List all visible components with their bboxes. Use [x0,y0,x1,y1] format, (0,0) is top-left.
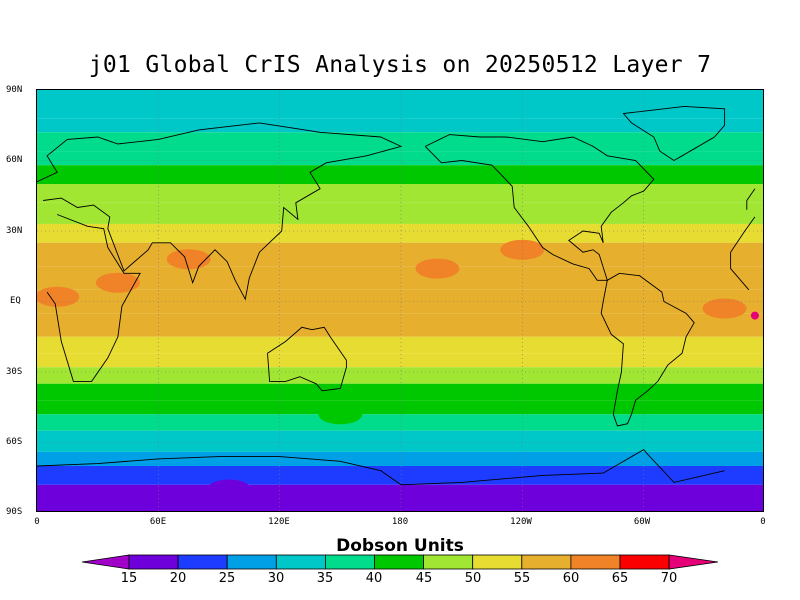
zonal-band [37,430,763,443]
lat-label-90s: 90S [6,507,23,517]
ozone-anomaly [166,249,211,270]
ozone-anomaly [95,272,140,293]
zonal-band [37,289,763,314]
africa-coastline [730,216,756,253]
zonal-band [37,266,763,290]
colorbar [81,554,719,570]
colorbar-tick-45: 45 [415,571,433,586]
colorbar-tick-60: 60 [562,571,580,586]
south-america-coastline [600,272,695,427]
colorbar-swatch [275,554,326,570]
colorbar-swatch [423,554,474,570]
lon-label-60e: 60E [149,517,167,527]
eurasia-coastline [37,122,403,301]
zonal-band [37,118,763,133]
zonal-band [37,202,763,224]
zonal-band [37,414,763,431]
colorbar-swatch [619,554,670,570]
colorbar-tick-55: 55 [513,571,531,586]
colorbar-swatch [128,554,179,570]
zonal-band [37,383,763,401]
colorbar-tick-50: 50 [464,571,482,586]
map-plot-area [36,89,764,512]
colorbar-arrow-low [81,554,130,570]
lat-label-90n: 90N [6,85,23,95]
lat-label-eq: EQ [10,296,21,306]
ozone-map [37,90,763,511]
zonal-band [37,484,763,511]
zonal-band [37,151,763,166]
colorbar-arrow-high [668,554,719,570]
zonal-band [37,242,763,267]
antarctica-coastline [400,449,725,486]
colorbar-swatch [177,554,228,570]
lon-label-120e: 120E [268,517,290,527]
lon-label-120w: 120W [510,517,532,527]
zonal-band [37,400,763,415]
lon-label-180: 180 [391,517,409,527]
colorbar-tick-20: 20 [169,571,187,586]
africa-coastline [46,214,141,382]
colorbar-tick-35: 35 [316,571,334,586]
eurasia-coastline [746,188,756,201]
colorbar-swatch [374,554,424,570]
zonal-band [37,367,763,384]
ozone-anomaly [702,298,747,319]
zonal-band [37,313,763,337]
ozone-anomaly [415,258,460,279]
colorbar-swatch [226,554,277,570]
lat-label-60s: 60S [6,437,23,447]
ozone-anomaly [37,286,80,307]
lon-label-60w: 60W [633,517,651,527]
ozone-anomaly [500,239,545,260]
zonal-band [37,353,763,368]
zonal-band [37,466,763,485]
zonal-band [37,223,763,243]
colorbar-tick-25: 25 [218,571,236,586]
colorbar-swatch [472,554,523,570]
africa-coastline [730,252,750,291]
zonal-band [37,90,763,119]
lon-label-0-right: 0 [760,517,766,527]
zonal-band [37,442,763,452]
page-title: j01 Global CrIS Analysis on 20250512 Lay… [88,52,712,78]
antarctica-coastline [37,456,402,486]
colorbar-tick-40: 40 [365,571,383,586]
ozone-anomaly [318,404,363,425]
lat-label-60n: 60N [6,155,23,165]
greenland-coastline [622,105,726,161]
lat-label-30n: 30N [6,226,23,236]
colorbar-tick-30: 30 [267,571,285,586]
colorbar-tick-15: 15 [120,571,138,586]
colorbar-tick-65: 65 [611,571,629,586]
colorbar-tick-70: 70 [660,571,678,586]
lat-label-30s: 30S [6,367,23,377]
ozone-anomaly [207,479,252,500]
colorbar-swatch [521,554,572,570]
lon-label-0-left: 0 [34,517,40,527]
colorbar-swatch [324,554,375,570]
zonal-band [37,336,763,354]
zonal-band [37,451,763,466]
north-america-coastline [424,134,655,281]
colorbar-swatch [570,554,621,570]
australia-coastline [267,326,347,392]
zonal-band [37,184,763,203]
ozone-anomaly [750,311,759,320]
colorbar-title: Dobson Units [336,536,464,556]
zonal-band [37,165,763,184]
zonal-band [37,132,763,152]
